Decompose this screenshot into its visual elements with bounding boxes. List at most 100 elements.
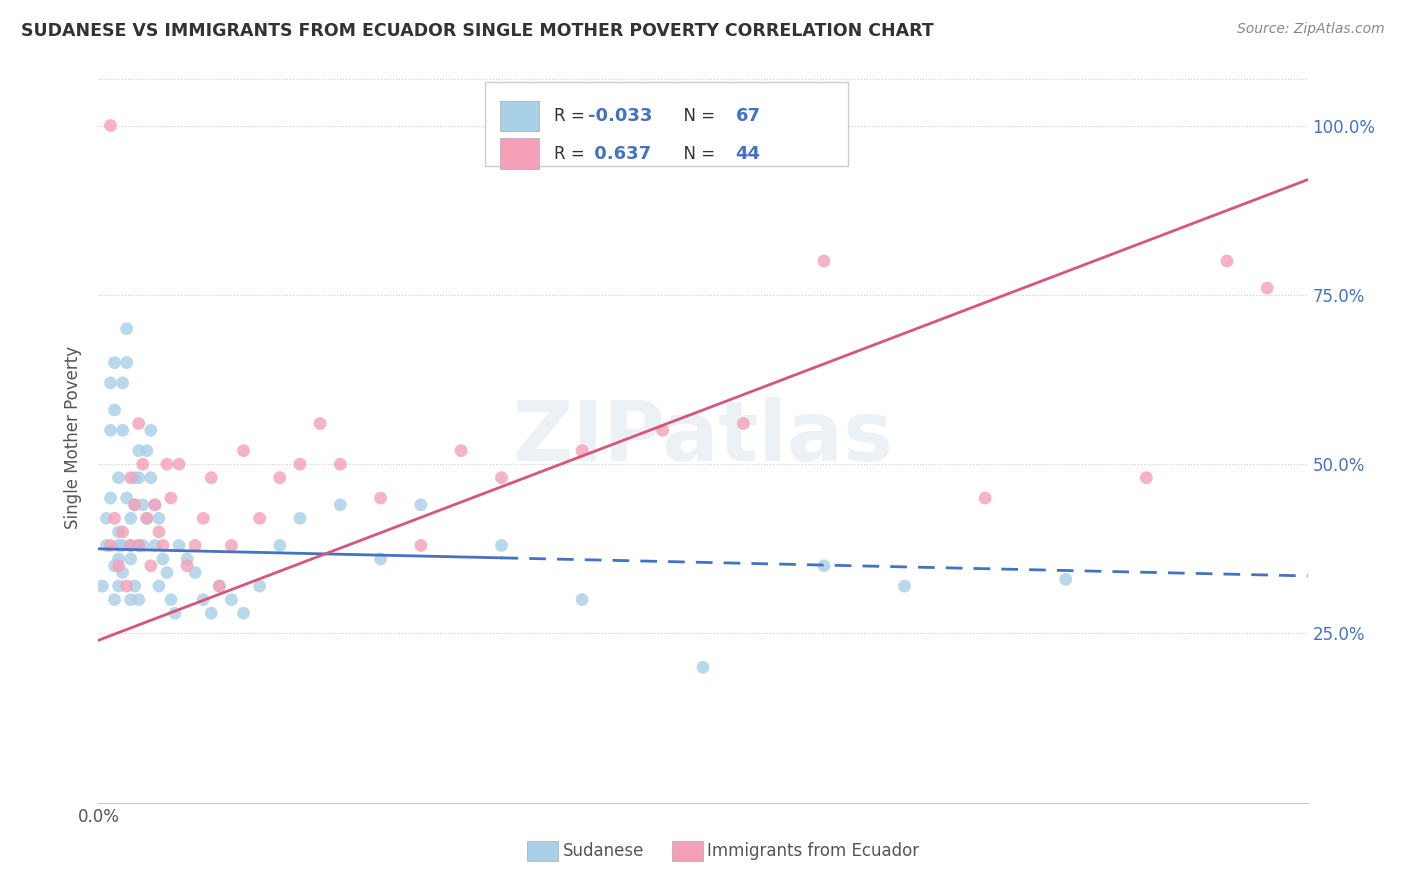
- Point: [115, 322, 138, 336]
- Point: [128, 443, 150, 458]
- Point: [1054, 572, 1077, 586]
- Point: [111, 376, 134, 390]
- Text: Sudanese: Sudanese: [562, 842, 644, 860]
- Point: [221, 538, 243, 552]
- Point: [128, 417, 150, 431]
- Point: [111, 566, 134, 580]
- Point: [107, 524, 129, 539]
- Point: [111, 524, 134, 539]
- Point: [132, 457, 155, 471]
- Point: [128, 538, 150, 552]
- Point: [132, 538, 155, 552]
- Point: [124, 498, 146, 512]
- Point: [100, 491, 122, 505]
- Point: [249, 511, 271, 525]
- Point: [135, 511, 157, 525]
- Point: [1216, 254, 1239, 268]
- Point: [107, 471, 129, 485]
- Point: [193, 592, 215, 607]
- Point: [124, 498, 146, 512]
- Text: -0.033: -0.033: [588, 107, 652, 125]
- Point: [148, 511, 170, 525]
- Point: [139, 471, 162, 485]
- Point: [143, 498, 166, 512]
- Point: [124, 471, 146, 485]
- Point: [135, 443, 157, 458]
- Point: [200, 606, 222, 620]
- Text: ZIPatlas: ZIPatlas: [513, 397, 893, 477]
- Point: [160, 491, 183, 505]
- Point: [232, 443, 254, 458]
- Point: [152, 538, 174, 552]
- Text: SUDANESE VS IMMIGRANTS FROM ECUADOR SINGLE MOTHER POVERTY CORRELATION CHART: SUDANESE VS IMMIGRANTS FROM ECUADOR SING…: [21, 22, 934, 40]
- Point: [813, 254, 835, 268]
- Point: [148, 579, 170, 593]
- Point: [167, 457, 190, 471]
- Point: [124, 579, 146, 593]
- Point: [96, 511, 118, 525]
- Point: [176, 558, 198, 573]
- Point: [120, 538, 142, 552]
- Point: [128, 538, 150, 552]
- Point: [143, 498, 166, 512]
- Point: [132, 498, 155, 512]
- Point: [232, 606, 254, 620]
- Point: [120, 471, 142, 485]
- Text: N =: N =: [672, 107, 720, 125]
- Point: [120, 552, 142, 566]
- Point: [491, 471, 513, 485]
- Point: [491, 538, 513, 552]
- Y-axis label: Single Mother Poverty: Single Mother Poverty: [65, 345, 83, 529]
- Point: [139, 423, 162, 437]
- Point: [269, 538, 291, 552]
- Point: [107, 579, 129, 593]
- Point: [176, 552, 198, 566]
- Point: [128, 592, 150, 607]
- Point: [107, 558, 129, 573]
- Point: [100, 119, 122, 133]
- Point: [100, 423, 122, 437]
- Point: [269, 471, 291, 485]
- Point: [100, 538, 122, 552]
- Point: [143, 538, 166, 552]
- Point: [103, 592, 125, 607]
- Text: 67: 67: [735, 107, 761, 125]
- Point: [329, 457, 352, 471]
- Point: [163, 606, 186, 620]
- Point: [370, 552, 392, 566]
- Point: [103, 403, 125, 417]
- Point: [450, 443, 472, 458]
- Point: [107, 538, 129, 552]
- Point: [409, 538, 432, 552]
- Point: [128, 471, 150, 485]
- Text: 0.637: 0.637: [588, 145, 651, 163]
- Point: [115, 355, 138, 369]
- Point: [120, 538, 142, 552]
- Point: [208, 579, 231, 593]
- Point: [974, 491, 997, 505]
- Point: [115, 579, 138, 593]
- Point: [329, 498, 352, 512]
- Point: [1135, 471, 1157, 485]
- FancyBboxPatch shape: [501, 138, 538, 169]
- Point: [156, 566, 179, 580]
- Text: Immigrants from Ecuador: Immigrants from Ecuador: [707, 842, 920, 860]
- Point: [103, 355, 125, 369]
- Point: [193, 511, 215, 525]
- Point: [571, 443, 593, 458]
- Point: [184, 566, 207, 580]
- Point: [167, 538, 190, 552]
- Text: R =: R =: [554, 107, 591, 125]
- Text: Source: ZipAtlas.com: Source: ZipAtlas.com: [1237, 22, 1385, 37]
- Point: [249, 579, 271, 593]
- Point: [115, 491, 138, 505]
- Point: [135, 511, 157, 525]
- Point: [103, 511, 125, 525]
- Point: [103, 558, 125, 573]
- Point: [96, 538, 118, 552]
- Point: [120, 592, 142, 607]
- FancyBboxPatch shape: [501, 101, 538, 131]
- Point: [692, 660, 714, 674]
- Point: [160, 592, 183, 607]
- Text: 44: 44: [735, 145, 761, 163]
